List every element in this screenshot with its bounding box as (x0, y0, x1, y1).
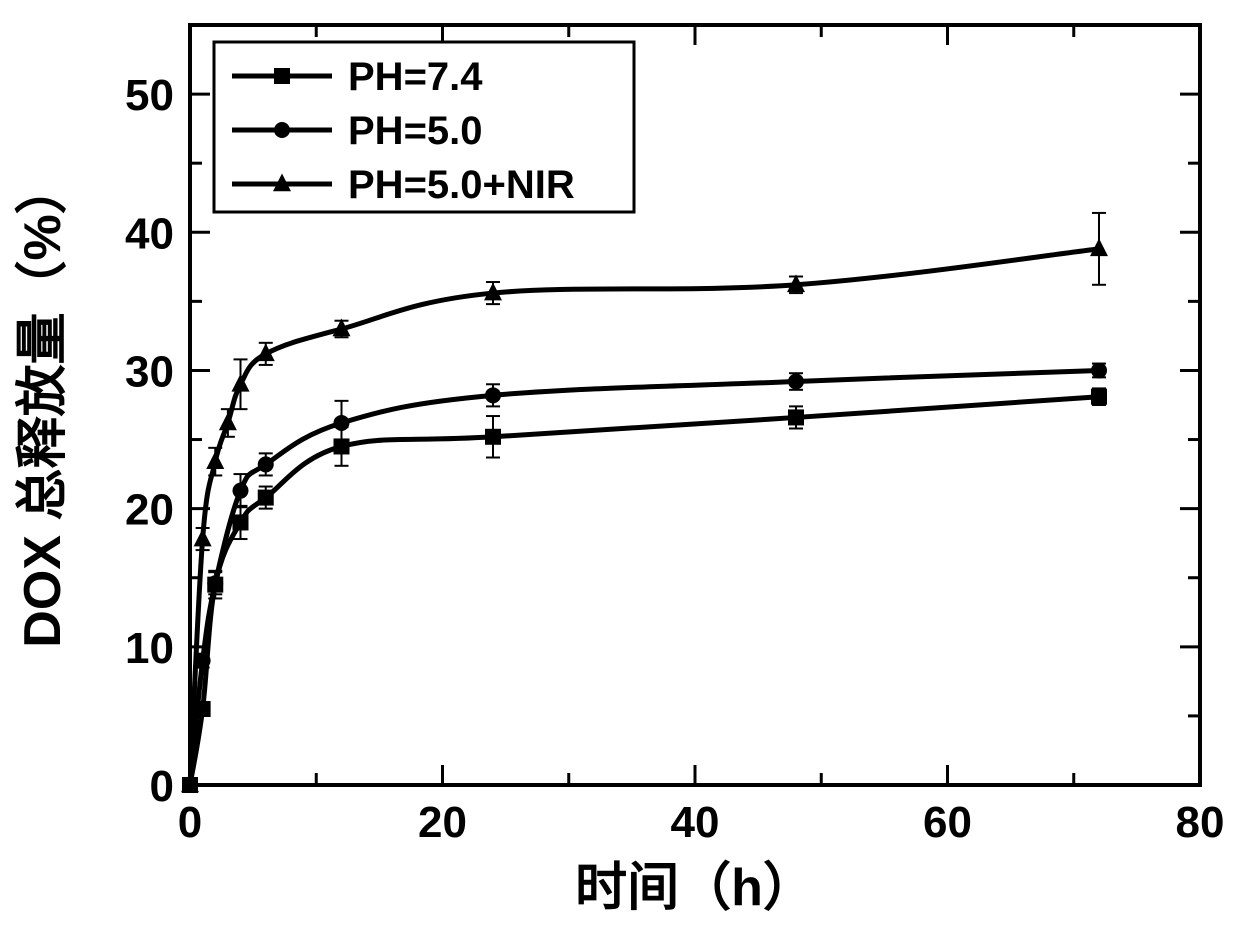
svg-text:60: 60 (923, 798, 972, 847)
svg-text:0: 0 (150, 762, 174, 811)
svg-text:40: 40 (671, 798, 720, 847)
svg-text:PH=5.0+NIR: PH=5.0+NIR (348, 163, 575, 207)
chart-svg: 0 20 40 60 80 0 10 20 30 40 50 时间（h） DOX 总释放量（%） PH=7… (0, 0, 1240, 940)
svg-text:DOX 总释放量（%）: DOX 总释放量（%） (14, 162, 72, 647)
svg-text:80: 80 (1176, 798, 1225, 847)
svg-text:20: 20 (418, 798, 467, 847)
svg-text:PH=7.4: PH=7.4 (348, 55, 483, 99)
svg-text:30: 30 (125, 347, 174, 396)
svg-text:PH=5.0: PH=5.0 (348, 109, 483, 153)
svg-text:时间（h）: 时间（h） (575, 859, 815, 917)
svg-text:20: 20 (125, 486, 174, 535)
svg-text:0: 0 (178, 798, 202, 847)
svg-text:10: 10 (125, 624, 174, 673)
release-chart: 0 20 40 60 80 0 10 20 30 40 50 时间（h） DOX 总释放量（%） PH=7… (0, 0, 1240, 940)
svg-text:50: 50 (125, 71, 174, 120)
svg-text:40: 40 (125, 209, 174, 258)
